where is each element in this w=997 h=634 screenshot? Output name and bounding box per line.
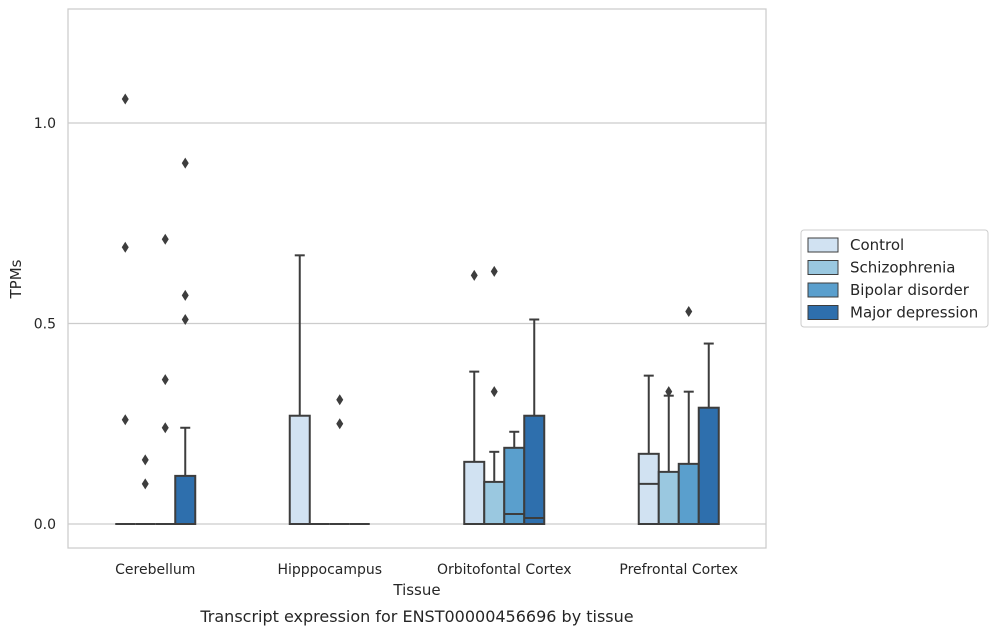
legend: Control Schizophrenia Bipolar disorder Majo… bbox=[800, 229, 989, 328]
outlier-point bbox=[490, 265, 498, 277]
box-body bbox=[503, 446, 526, 525]
x-tick-label: Cerebellum bbox=[115, 562, 195, 578]
legend-label: Control bbox=[850, 236, 904, 254]
box-control bbox=[115, 93, 136, 525]
box-body bbox=[657, 470, 680, 525]
x-tick-labels: Cerebellum Hipppocampus Orbitofontal Corte… bbox=[115, 562, 738, 578]
outlier-point bbox=[665, 386, 673, 398]
box-schizophrenia bbox=[483, 265, 506, 525]
outlier-point bbox=[161, 422, 169, 434]
box-bipolar-disorder bbox=[677, 305, 700, 526]
x-tick-label: Prefrontal Cortex bbox=[619, 562, 738, 578]
outlier-point bbox=[121, 414, 129, 426]
box-control bbox=[637, 374, 660, 526]
legend-label: Major depression bbox=[850, 304, 978, 322]
legend-label: Bipolar disorder bbox=[850, 281, 970, 299]
box-body bbox=[677, 462, 700, 526]
box-bipolar-disorder bbox=[329, 394, 350, 525]
legend-frame bbox=[800, 229, 989, 328]
outlier-point bbox=[470, 269, 478, 281]
legend-swatch bbox=[807, 305, 839, 320]
x-axis-label: Tissue bbox=[392, 581, 440, 599]
outlier-point bbox=[336, 394, 344, 406]
box-major-depression bbox=[523, 318, 546, 526]
box-body bbox=[174, 474, 197, 526]
legend-label: Schizophrenia bbox=[850, 259, 955, 277]
legend-swatch bbox=[807, 260, 839, 275]
y-tick-labels: 0.00.51.01.52.02.5 bbox=[34, 116, 56, 533]
outlier-point bbox=[121, 93, 129, 105]
box-body bbox=[288, 414, 311, 526]
plot-area bbox=[67, 8, 767, 549]
outlier-point bbox=[336, 418, 344, 430]
box-schizophrenia bbox=[135, 454, 156, 525]
outlier-point bbox=[161, 233, 169, 245]
box-body bbox=[483, 480, 506, 525]
outlier-point bbox=[490, 386, 498, 398]
box-control bbox=[463, 269, 486, 525]
x-tick-label: Hipppocampus bbox=[277, 562, 382, 578]
box-control bbox=[288, 254, 311, 526]
outlier-point bbox=[141, 454, 149, 466]
legend-swatch bbox=[807, 282, 839, 298]
box-body bbox=[523, 414, 546, 526]
box-body bbox=[463, 460, 486, 525]
box-body bbox=[697, 406, 720, 525]
outlier-point bbox=[121, 241, 129, 253]
y-axis-label: TPMs bbox=[7, 259, 25, 299]
outlier-point bbox=[181, 289, 189, 301]
box-bipolar-disorder bbox=[155, 233, 176, 525]
outlier-point bbox=[181, 313, 189, 325]
box-major-depression bbox=[174, 157, 197, 526]
y-tick-label: 0.5 bbox=[34, 317, 56, 333]
box-body bbox=[637, 452, 660, 526]
outlier-point bbox=[685, 305, 693, 317]
x-tick-label: Orbitofontal Cortex bbox=[437, 562, 572, 578]
outlier-point bbox=[181, 157, 189, 169]
box-series bbox=[115, 93, 720, 526]
y-tick-label: 1.0 bbox=[34, 116, 56, 132]
chart-caption: Transcript expression for ENST0000045669… bbox=[199, 607, 633, 626]
outlier-point bbox=[141, 478, 149, 490]
outlier-point bbox=[161, 374, 169, 386]
legend-swatch bbox=[807, 237, 839, 253]
box-major-depression bbox=[697, 342, 720, 525]
y-tick-label: 0.0 bbox=[34, 517, 56, 533]
